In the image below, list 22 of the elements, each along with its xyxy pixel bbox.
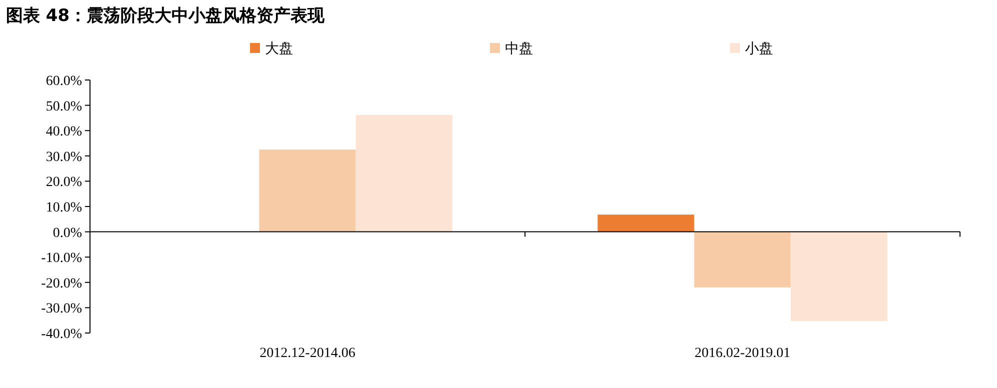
legend-label: 中盘	[505, 41, 533, 57]
y-tick-label: 10.0%	[46, 200, 82, 216]
bar	[790, 232, 888, 322]
bar	[598, 214, 694, 232]
x-tick-label: 2012.12-2014.06	[260, 346, 356, 361]
bar	[694, 232, 791, 288]
y-tick-label: -30.0%	[41, 302, 82, 317]
y-tick-label: -20.0%	[41, 276, 82, 292]
y-tick-label: -40.0%	[41, 327, 82, 342]
y-tick-label: 50.0%	[46, 99, 82, 114]
y-tick-label: 20.0%	[46, 175, 82, 190]
y-tick-label: 30.0%	[46, 150, 82, 165]
bar	[259, 150, 356, 232]
bar	[356, 114, 452, 232]
x-tick-label: 2016.02-2019.01	[694, 346, 790, 361]
chart-title: 图表 48：震荡阶段大中小盘风格资产表现	[6, 6, 326, 26]
y-tick-label: -10.0%	[41, 251, 82, 266]
y-tick-label: 0.0%	[52, 226, 82, 241]
y-tick-label: 40.0%	[46, 124, 82, 140]
y-tick-label: 60.0%	[46, 74, 82, 89]
legend-label: 大盘	[265, 41, 293, 57]
legend-label: 小盘	[745, 41, 773, 57]
